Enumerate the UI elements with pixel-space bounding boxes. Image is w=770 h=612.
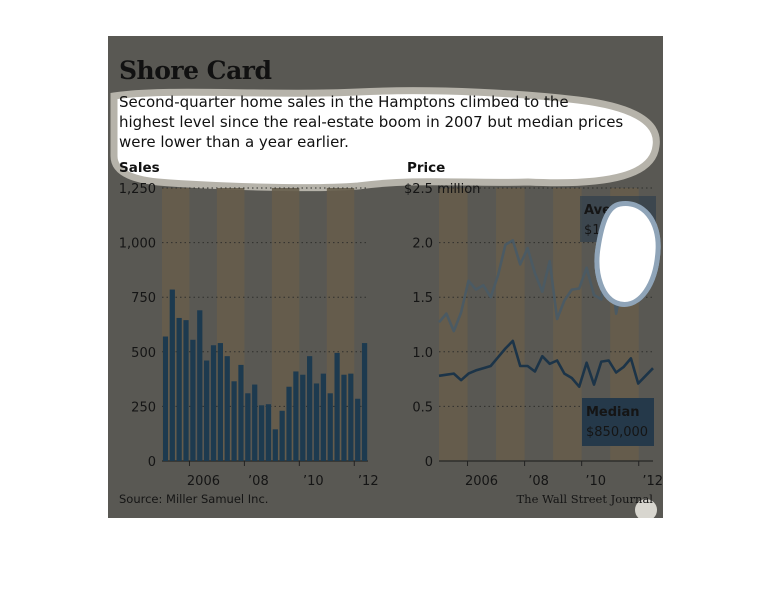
sales-bar — [272, 429, 278, 461]
sales-bar — [286, 386, 292, 461]
sales-bar — [190, 339, 196, 461]
sales-bar — [204, 360, 210, 461]
sales-bar — [238, 364, 244, 461]
source-note: Source: Miller Samuel Inc. — [119, 492, 269, 506]
chart-title: Shore Card — [119, 56, 272, 85]
x-tick-label: 2006 — [465, 474, 498, 489]
sales-bar — [313, 383, 320, 461]
price-line-median — [438, 339, 654, 389]
y-tick-label: 1,000 — [119, 237, 156, 252]
chart-card: Shore Card Second-quarter home sales in … — [108, 36, 663, 518]
y-tick-label: 500 — [131, 346, 156, 361]
sales-bar — [355, 398, 361, 461]
y-tick-label: 750 — [131, 291, 156, 306]
x-tick-label: ’12 — [642, 474, 663, 489]
sales-bar — [293, 371, 299, 461]
y-tick-label: 1.0 — [412, 346, 433, 361]
x-tick-label: ’08 — [248, 474, 269, 489]
y-tick-label: 250 — [131, 400, 156, 415]
sales-bar — [265, 404, 272, 461]
y-tick-label: $2.5 million — [404, 182, 480, 197]
x-tick-label: ’12 — [358, 474, 379, 489]
subtitle-line: highest level since the real-estate boom… — [119, 113, 624, 131]
y-tick-label: 1.5 — [412, 291, 433, 306]
scribble-dot — [635, 499, 657, 518]
sales-bar — [245, 393, 251, 461]
series-value-label: $850,000 — [586, 425, 648, 440]
x-tick-label: ’08 — [528, 474, 549, 489]
y-tick-label: 0 — [148, 455, 156, 470]
sales-bar — [361, 343, 368, 461]
sales-bar — [348, 373, 354, 461]
y-tick-label: 0 — [425, 455, 433, 470]
sales-bar — [224, 356, 230, 461]
subtitle-line: Second-quarter home sales in the Hampton… — [119, 93, 569, 111]
sales-bar — [327, 393, 333, 461]
y-tick-label: 1,250 — [119, 182, 156, 197]
x-tick-label: 2006 — [187, 474, 220, 489]
series-name-label: Median — [586, 405, 640, 420]
series-label-box — [582, 398, 654, 446]
chart-subtitle: Second-quarter home sales in the Hampton… — [119, 92, 623, 152]
sales-bar — [183, 320, 189, 461]
sales-bar — [300, 374, 306, 461]
sales-bar — [279, 410, 285, 461]
sales-bar — [169, 289, 175, 461]
sales-bar — [334, 352, 340, 461]
year-band — [496, 188, 525, 461]
sales-bar — [197, 310, 203, 461]
price-line-average — [438, 239, 655, 333]
sales-bar — [252, 384, 258, 461]
scribble-highlight — [110, 87, 660, 192]
charts-svg: 0 250 500 750 1,000 1,250 Sales 2006 ’08 ’10 ’12 0 0… — [119, 160, 663, 489]
sales-bar — [162, 336, 169, 461]
y-tick-label: 2.0 — [412, 237, 433, 252]
y-tick-label: 0.5 — [412, 400, 433, 415]
x-tick-label: ’10 — [585, 474, 606, 489]
sales-bar — [231, 381, 237, 461]
year-band — [439, 188, 468, 461]
year-band — [553, 188, 582, 461]
sales-bar — [307, 356, 313, 461]
publisher-credit: The Wall Street Journal — [516, 492, 654, 506]
sales-bar — [341, 374, 347, 461]
x-tick-label: ’10 — [303, 474, 324, 489]
sales-bar — [210, 345, 217, 461]
sales-bar — [176, 317, 182, 461]
y-axis-title: Price — [407, 160, 445, 176]
subtitle-line: were lower than a year earlier. — [119, 133, 349, 151]
sales-bar — [320, 373, 326, 461]
y-axis-title: Sales — [119, 160, 160, 176]
sales-bar — [258, 405, 265, 461]
sales-bar — [217, 343, 223, 461]
scribble-circle — [594, 201, 661, 307]
